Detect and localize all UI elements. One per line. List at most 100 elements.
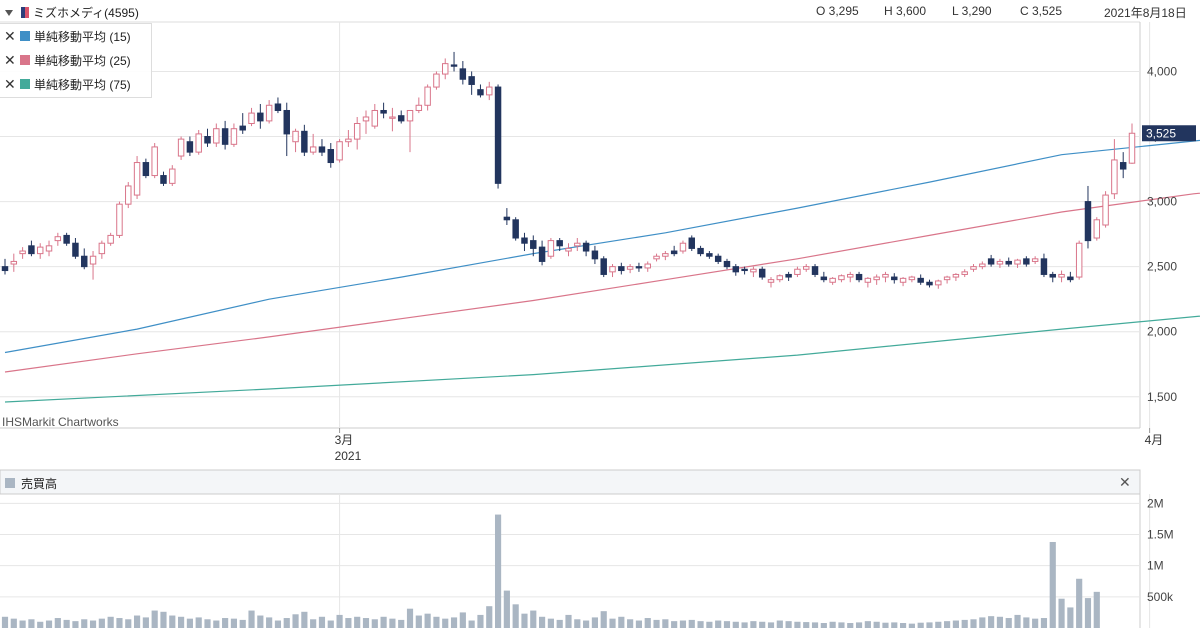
volume-bar <box>503 590 510 628</box>
candle <box>486 81 493 101</box>
volume-bar <box>1005 618 1012 628</box>
candle-body <box>442 63 449 75</box>
candle <box>565 243 572 257</box>
candle-body <box>591 250 599 260</box>
volume-bar <box>19 620 26 628</box>
candle <box>758 266 766 280</box>
volume-bar <box>873 621 880 628</box>
candle-body <box>1031 258 1039 262</box>
candle <box>89 251 97 280</box>
candle-body <box>257 112 264 122</box>
candle-body <box>829 277 836 283</box>
volume-bar <box>28 619 35 628</box>
volume-bar <box>1067 607 1074 628</box>
candle <box>424 84 431 111</box>
candle-body <box>662 253 669 257</box>
remove-sma75-icon[interactable]: ✕ <box>4 75 16 92</box>
candle <box>697 245 704 257</box>
volume-bar <box>178 616 185 628</box>
candle <box>353 116 361 150</box>
volume-tick-label: 2M <box>1147 496 1164 510</box>
remove-sma25-icon[interactable]: ✕ <box>4 51 16 68</box>
candle-body <box>952 273 960 278</box>
volume-bar <box>838 622 845 628</box>
candle-body <box>670 250 678 255</box>
candle-body <box>1058 273 1065 278</box>
volume-bar <box>239 619 246 628</box>
candle-body <box>318 146 326 153</box>
volume-bar <box>715 620 722 628</box>
candle <box>706 251 713 259</box>
candle-body <box>838 275 845 281</box>
candle-body <box>107 234 114 244</box>
candle <box>494 84 502 189</box>
dropdown-arrow-icon[interactable] <box>5 9 13 16</box>
candle-body <box>723 260 731 268</box>
candle-body <box>204 136 211 144</box>
volume-bar <box>556 619 563 628</box>
candle <box>177 136 185 160</box>
volume-bar <box>627 619 634 628</box>
volume-bar <box>10 618 17 628</box>
volume-bar <box>609 618 616 628</box>
candle-body <box>917 277 924 283</box>
volume-bar <box>996 616 1004 628</box>
candle <box>257 103 264 129</box>
volume-bar <box>952 620 959 628</box>
candle <box>133 156 141 199</box>
candle-body <box>19 250 26 255</box>
candle-body <box>89 255 97 265</box>
candle-body <box>811 266 819 275</box>
candle <box>151 143 158 179</box>
candle <box>160 171 167 186</box>
candle-body <box>653 255 660 260</box>
candle <box>979 261 986 270</box>
candle <box>248 107 255 127</box>
candle-body <box>626 266 634 270</box>
time-tick-label: 3月 <box>335 433 354 447</box>
candle <box>908 275 916 283</box>
volume-bar <box>37 621 44 628</box>
volume-bar <box>222 618 229 628</box>
candle <box>213 123 220 147</box>
symbol-selector[interactable]: ミズホメディ(4595) <box>5 4 139 21</box>
candle-body <box>688 237 695 249</box>
candle <box>1014 258 1021 268</box>
candle-body <box>45 245 53 252</box>
candle-body <box>98 242 106 255</box>
volume-bar <box>591 617 598 628</box>
candle <box>609 264 616 278</box>
candle-body <box>521 237 528 244</box>
candle <box>81 248 88 270</box>
candle <box>961 269 968 278</box>
volume-bar <box>151 610 158 628</box>
candle-body <box>1075 242 1083 278</box>
candle <box>336 139 343 163</box>
candle <box>371 103 379 129</box>
remove-sma15-icon[interactable]: ✕ <box>4 27 16 44</box>
candle <box>1005 257 1012 267</box>
candle <box>785 271 792 281</box>
candle <box>389 107 396 132</box>
candle-body <box>503 216 511 221</box>
candle-body <box>979 263 986 268</box>
candle <box>380 102 387 119</box>
volume-bar <box>1058 598 1065 628</box>
candle <box>406 109 414 153</box>
volume-bar <box>63 619 70 628</box>
candle-body <box>908 276 916 281</box>
candle <box>679 240 687 254</box>
candle <box>459 61 467 85</box>
candle <box>653 253 660 262</box>
candle-body <box>600 258 607 275</box>
candle <box>899 277 907 287</box>
candle <box>450 51 458 72</box>
volume-swatch <box>5 478 15 488</box>
volume-bar <box>908 623 915 628</box>
candle <box>926 279 933 288</box>
candle-body <box>177 138 185 157</box>
close-icon[interactable]: ✕ <box>1119 474 1131 490</box>
candle <box>1049 271 1056 283</box>
candle <box>1111 139 1118 199</box>
volume-bar <box>644 618 651 628</box>
